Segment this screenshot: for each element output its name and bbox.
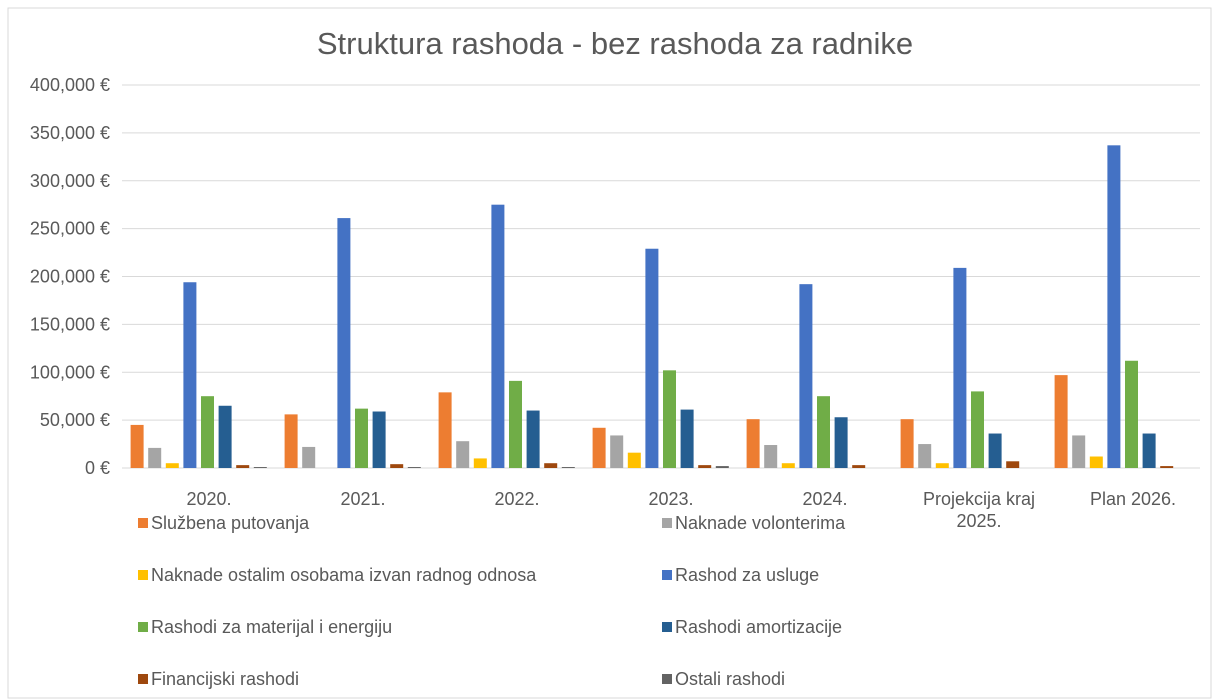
bar xyxy=(1072,435,1086,468)
y-tick-label: 100,000 € xyxy=(30,362,110,382)
y-tick-label: 200,000 € xyxy=(30,267,110,287)
bar xyxy=(715,466,729,468)
bar xyxy=(834,417,848,468)
bar xyxy=(746,419,760,468)
x-tick-label: Plan 2026. xyxy=(1089,489,1177,509)
bar xyxy=(1089,456,1103,468)
bar xyxy=(337,218,351,468)
bar xyxy=(698,465,712,468)
x-tick-label: 2020. xyxy=(186,489,232,509)
legend-swatch xyxy=(662,622,672,632)
bar xyxy=(526,410,540,468)
x-tick-label: 2023. xyxy=(648,489,694,509)
bar xyxy=(1054,375,1068,468)
bar xyxy=(253,467,267,468)
bar xyxy=(165,463,179,468)
bar xyxy=(130,424,144,468)
bar xyxy=(183,282,197,468)
bar xyxy=(1125,360,1138,468)
legend-swatch xyxy=(138,518,148,528)
bar xyxy=(201,396,214,468)
bar xyxy=(592,427,606,468)
bar xyxy=(610,435,624,468)
chart-title: Struktura rashoda - bez rashoda za radni… xyxy=(317,26,913,61)
bar xyxy=(284,414,298,468)
legend-label: Financijski rashodi xyxy=(151,669,299,689)
bar xyxy=(1142,433,1156,468)
bar xyxy=(390,464,404,468)
x-tick-label: Projekcija kraj 2025. xyxy=(922,489,1036,531)
bar xyxy=(799,284,813,468)
legend-label: Rashodi amortizacije xyxy=(675,617,842,637)
bar xyxy=(764,445,778,468)
x-tick-label: 2022. xyxy=(494,489,540,509)
legend-label: Ostali rashodi xyxy=(675,669,785,689)
chart-frame xyxy=(7,7,1212,699)
y-tick-label: 250,000 € xyxy=(30,219,110,239)
legend-swatch xyxy=(662,570,672,580)
bar xyxy=(491,204,505,468)
y-tick-label: 0 € xyxy=(85,458,110,478)
y-tick-label: 300,000 € xyxy=(30,171,110,191)
bar xyxy=(663,370,676,468)
bar xyxy=(218,405,232,468)
bar xyxy=(971,391,984,468)
legend-swatch xyxy=(138,570,148,580)
y-tick-label: 400,000 € xyxy=(30,75,110,95)
legend-label: Rashodi za materijal i energiju xyxy=(151,617,392,637)
bar xyxy=(781,463,795,468)
x-tick-label: 2024. xyxy=(802,489,848,509)
bar xyxy=(935,463,949,468)
bar xyxy=(1107,145,1121,468)
bar xyxy=(627,452,641,468)
legend-label: Naknade ostalim osobama izvan radnog odn… xyxy=(151,565,537,585)
bar xyxy=(544,463,558,468)
bar xyxy=(302,446,316,468)
legend-swatch xyxy=(138,674,148,684)
legend-swatch xyxy=(662,518,672,528)
bar xyxy=(953,267,967,468)
bar xyxy=(988,433,1002,468)
y-tick-label: 50,000 € xyxy=(40,410,110,430)
bar xyxy=(1160,466,1174,468)
bar xyxy=(438,392,452,468)
bar xyxy=(817,396,830,468)
x-tick-label: 2021. xyxy=(340,489,386,509)
bar xyxy=(407,467,421,468)
bar xyxy=(852,465,866,468)
bar xyxy=(456,441,470,468)
legend-label: Službena putovanja xyxy=(151,513,310,533)
legend-label: Rashod za usluge xyxy=(675,565,819,585)
bar xyxy=(918,444,932,468)
legend-swatch xyxy=(138,622,148,632)
legend-swatch xyxy=(662,674,672,684)
bar xyxy=(680,409,694,468)
bar xyxy=(372,411,386,468)
bar xyxy=(561,467,575,468)
bar xyxy=(236,465,250,468)
bar xyxy=(509,380,522,468)
bar xyxy=(148,447,162,468)
bar xyxy=(1006,461,1020,468)
bar xyxy=(645,248,659,468)
bar xyxy=(900,419,914,468)
bar xyxy=(473,458,487,468)
legend-label: Naknade volonterima xyxy=(675,513,846,533)
y-tick-label: 350,000 € xyxy=(30,123,110,143)
y-tick-label: 150,000 € xyxy=(30,314,110,334)
bar xyxy=(355,408,368,468)
